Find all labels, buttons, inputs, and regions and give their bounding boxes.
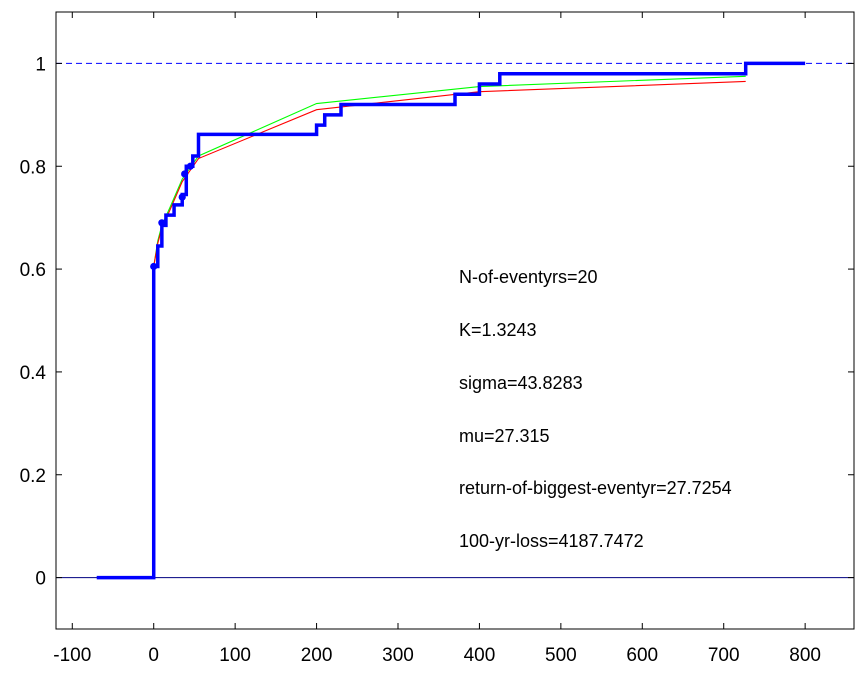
- x-tick-label: 500: [545, 645, 577, 666]
- x-tick-label: 800: [789, 645, 821, 666]
- data-series: [96, 61, 806, 580]
- y-tick-label: 0.6: [20, 260, 46, 281]
- data-point: [178, 193, 186, 201]
- axis-ticks: [56, 12, 854, 629]
- x-tick-label: 600: [626, 645, 658, 666]
- annotation-mu: mu=27.315: [459, 426, 550, 446]
- y-tick-labels: 0 0.2 0.4 0.6 0.8 1: [20, 54, 47, 589]
- fitted-line-2: [153, 75, 746, 267]
- y-tick-label: 0.2: [20, 466, 46, 487]
- annotation-return-of-biggest-eventyr: return-of-biggest-eventyr=27.7254: [459, 478, 732, 498]
- plot-background: [56, 12, 854, 629]
- data-point: [150, 262, 158, 271]
- annotation-100-yr-loss: 100-yr-loss=4187.7472: [459, 531, 644, 551]
- x-tick-label: 700: [708, 645, 740, 666]
- y-tick-label: 0: [35, 569, 46, 590]
- annotation-block: N-of-eventyrs=20 K=1.3243 sigma=43.8283 …: [459, 267, 732, 551]
- annotation-k: K=1.3243: [459, 320, 537, 340]
- y-tick-label: 0.8: [20, 157, 46, 178]
- data-point: [158, 219, 166, 227]
- x-tick-labels: -100 0 100 200 300 400 500 600 700 800: [53, 645, 821, 666]
- annotation-sigma: sigma=43.8283: [459, 373, 583, 393]
- y-tick-label: 1: [35, 54, 46, 75]
- data-point: [186, 162, 194, 170]
- fitted-line-3: [153, 80, 746, 267]
- x-tick-label: 400: [464, 645, 496, 666]
- x-tick-label: 200: [301, 645, 333, 666]
- plot-frame: [55, 11, 855, 630]
- y-tick-label: 0.4: [20, 363, 47, 384]
- reference-lines: [56, 62, 854, 579]
- empirical-step-line: [96, 61, 806, 580]
- x-tick-label: 100: [219, 645, 251, 666]
- x-tick-label: -100: [53, 645, 91, 666]
- x-tick-label: 0: [148, 645, 159, 666]
- x-tick-label: 300: [382, 645, 414, 666]
- data-point: [181, 170, 189, 178]
- annotation-n-of-eventyrs: N-of-eventyrs=20: [459, 267, 598, 287]
